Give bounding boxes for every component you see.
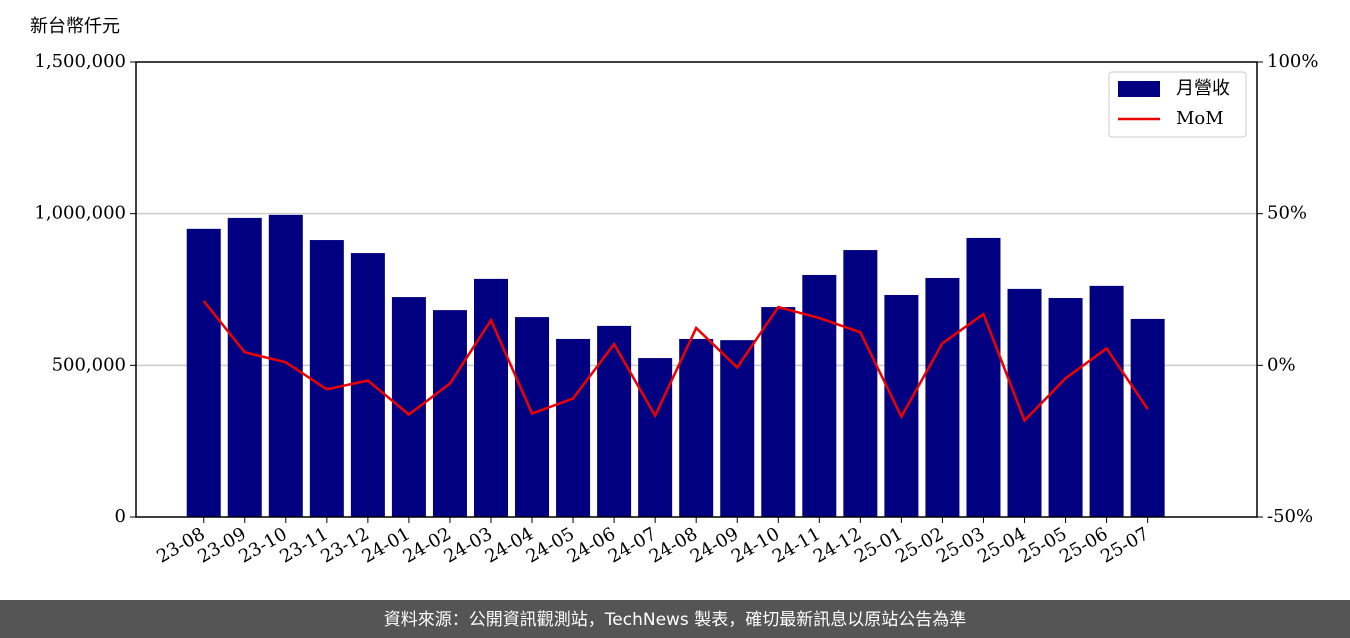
bar [227,217,262,517]
plot-frame [135,61,1258,518]
y-axis-label: 新台幣仟元 [30,16,120,37]
legend-label: 月營收 [1176,78,1230,99]
bar [1089,285,1124,517]
bar [350,253,385,517]
legend-swatch [1118,81,1160,97]
footer-bar [0,600,1350,638]
y2-tick-label: 50% [1267,203,1307,224]
bar [802,274,837,517]
bar [720,340,755,517]
x-tick-label: 25-07 [1097,523,1152,567]
bar [597,325,632,517]
y-tick-label: 1,500,000 [34,51,126,72]
bar [1130,318,1165,517]
y-tick-label: 0 [115,506,126,527]
bar [884,294,919,517]
bar [473,278,508,517]
footer: 資料來源：公開資訊觀測站，TechNews 製表，確切最新訊息以原站公告為準 [384,610,966,630]
bar [843,250,878,518]
bar [925,277,960,517]
legend-label: MoM [1176,108,1224,129]
bar [556,338,591,517]
bar [268,214,303,517]
bar [761,307,796,517]
bar [679,338,714,517]
bar [515,317,550,517]
bar [638,358,673,517]
bar [1048,297,1083,517]
bar [309,240,344,517]
y-tick-label: 500,000 [52,354,126,375]
bar [432,310,467,517]
y2-tick-label: 100% [1267,51,1318,72]
y2-tick-label: 0% [1267,354,1296,375]
bar [186,228,221,518]
y2-tick-label: -50% [1267,506,1313,527]
bar [966,237,1001,517]
line [202,300,1149,423]
y-tick-label: 1,000,000 [34,203,126,224]
bar [1007,288,1042,517]
